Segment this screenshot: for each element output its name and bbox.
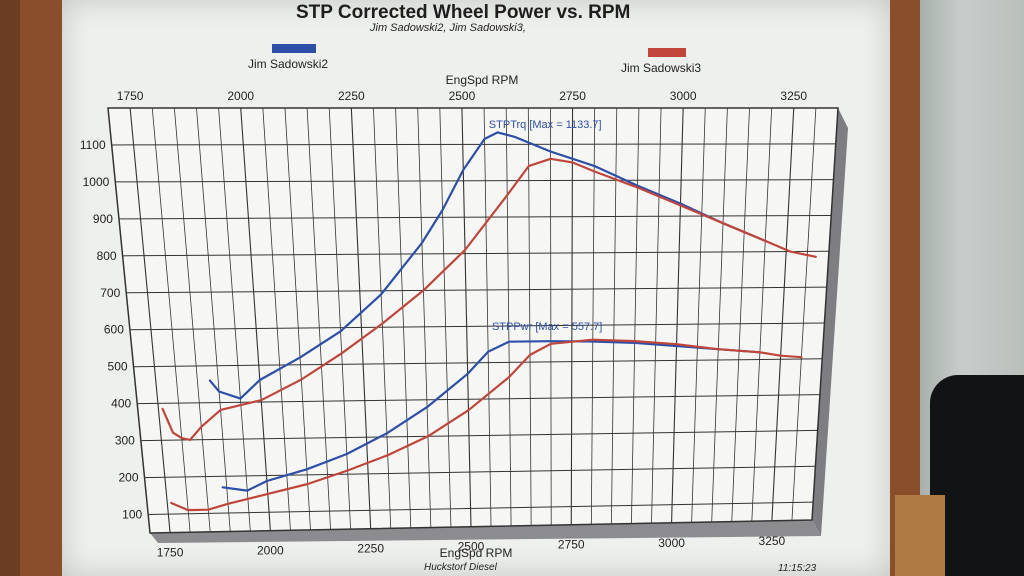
grid-vline: [570, 107, 574, 525]
footer-time: 11:15:23: [778, 563, 817, 574]
series-line-stptrq-jim-sadowski2: [208, 131, 767, 400]
x-tick-label-bottom: 2250: [357, 542, 384, 556]
wooden-shelf: [895, 495, 945, 576]
grid-hline: [129, 322, 825, 331]
grid-vline: [651, 107, 662, 524]
chart-subtitle: Jim Sadowski2, Jim Sadowski3,: [370, 22, 526, 34]
grid-vline: [731, 107, 750, 522]
grid-vline: [306, 107, 331, 530]
x-tick-label-top: 2250: [338, 89, 365, 103]
grid-vline: [173, 107, 211, 532]
dark-object: [930, 375, 1024, 576]
grid-vline: [590, 107, 596, 525]
y-tick-label: 200: [118, 471, 138, 485]
annotation-label: STPTrq [Max = 1133.7]: [489, 119, 602, 131]
x-tick-label-top: 3000: [670, 89, 697, 103]
y-tick-label: 400: [111, 397, 131, 411]
series-line-stptrq-jim-sadowski3: [161, 157, 817, 441]
y-tick-label: 600: [104, 323, 124, 337]
grid-hline: [111, 143, 836, 146]
grid-vline: [610, 107, 618, 524]
y-tick-label: 500: [108, 360, 128, 374]
grid-vline: [751, 107, 773, 522]
grid-hline: [122, 250, 829, 257]
grid-vline: [373, 107, 392, 529]
annotation-label: STPPwr [Max = 557.7]: [492, 321, 602, 333]
legend-label-jim-sadowski3: Jim Sadowski3: [621, 61, 702, 75]
series-line-stppwr-jim-sadowski2: [221, 340, 762, 492]
grid-vline: [527, 107, 532, 526]
grid-vline: [711, 107, 728, 522]
grid-vline: [395, 107, 412, 528]
grid-vline: [439, 107, 452, 528]
x-tick-label-bottom: 3000: [658, 536, 685, 550]
chart-title: STP Corrected Wheel Power vs. RPM: [296, 2, 631, 23]
grid-vline: [550, 107, 552, 526]
x-axis-label-top: EngSpd RPM: [446, 73, 519, 87]
grid-vline: [483, 107, 492, 527]
x-tick-label-top: 1750: [117, 89, 144, 103]
grid-vline: [240, 107, 271, 531]
y-tick-label: 800: [97, 249, 117, 263]
grid-vline: [461, 107, 472, 527]
y-tick-label: 100: [122, 508, 142, 522]
grid-vline: [691, 107, 706, 523]
grid-vline: [218, 107, 251, 532]
y-tick-label: 300: [115, 434, 135, 448]
grid-vline: [262, 107, 291, 531]
grid-hline: [144, 465, 816, 479]
grid-vline: [151, 107, 191, 533]
y-tick-label: 900: [93, 212, 113, 226]
x-tick-label-bottom: 1750: [157, 546, 184, 560]
grid-vline: [791, 107, 817, 521]
x-tick-label-top: 2500: [449, 89, 476, 103]
series-line-stppwr-jim-sadowski3: [170, 338, 803, 512]
grid-vline: [631, 107, 640, 524]
grid-hline: [115, 179, 834, 183]
footer-company: Huckstorf Diesel: [424, 562, 497, 573]
plot-shadow-right: [812, 108, 848, 536]
y-tick-label: 1000: [83, 175, 110, 189]
grid-vline: [328, 107, 352, 530]
y-tick-label: 1100: [80, 138, 106, 152]
grid-vline: [671, 107, 684, 523]
grid-hline: [118, 214, 832, 220]
grid-vline: [196, 107, 231, 532]
plot-area: [107, 107, 839, 534]
x-tick-label-top: 2750: [559, 89, 586, 103]
grid-vline: [417, 107, 432, 528]
x-tick-label-top: 3250: [780, 89, 807, 103]
grid-vline: [129, 107, 171, 533]
grid-vline: [771, 107, 795, 521]
legend-swatch-jim-sadowski3: [648, 48, 686, 57]
grid-hline: [126, 286, 827, 294]
grid-hline: [140, 429, 818, 442]
y-tick-label: 700: [100, 286, 120, 300]
x-tick-label-top: 2000: [227, 89, 254, 103]
x-tick-label-bottom: 2500: [458, 540, 485, 554]
legend-label-jim-sadowski2: Jim Sadowski2: [248, 57, 329, 71]
grid-vline: [350, 107, 372, 529]
grid-vline: [284, 107, 311, 530]
x-axis-label-bottom: EngSpd RPM: [440, 546, 513, 560]
x-tick-label-bottom: 2000: [257, 544, 284, 558]
x-tick-label-bottom: 2750: [558, 538, 585, 552]
plot-shadow-bottom: [150, 520, 821, 543]
x-tick-label-bottom: 3250: [759, 534, 786, 548]
legend-swatch-jim-sadowski2: [272, 44, 316, 53]
grid-hline: [148, 501, 814, 516]
grid-vline: [505, 107, 512, 526]
